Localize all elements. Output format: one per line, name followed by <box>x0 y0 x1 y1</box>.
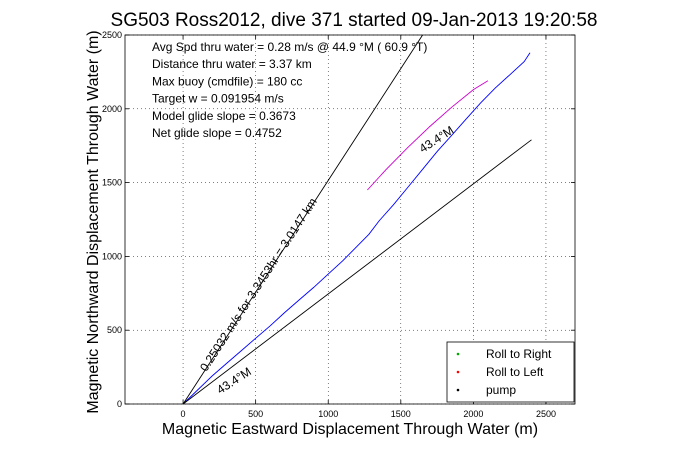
x-tick-label: 1500 <box>391 409 411 419</box>
series-line-1 <box>182 52 531 405</box>
y-tick-label: 2000 <box>102 104 122 114</box>
y-axis-label: Magnetic Northward Displacement Through … <box>85 30 102 413</box>
x-tick-label: 500 <box>248 409 263 419</box>
x-tick-label: 2000 <box>463 409 483 419</box>
series-line-4 <box>182 139 532 405</box>
info-line: Distance thru water = 3.37 km <box>152 57 312 71</box>
x-axis-label: Magnetic Eastward Displacement Through W… <box>162 421 538 438</box>
info-line: Avg Spd thru water = 0.28 m/s @ 44.9 °M … <box>152 40 427 54</box>
info-line: Target w = 0.091954 m/s <box>152 92 284 106</box>
legend-box <box>446 341 575 403</box>
y-tick-label: 500 <box>107 325 122 335</box>
y-tick-label: 1500 <box>102 178 122 188</box>
legend: Roll to Right Roll to Left pump <box>446 341 575 403</box>
ticks: 0 500 1000 1500 2000 2500 0 500 1000 1500 2000 2500 <box>102 30 575 419</box>
info-line: Net glide slope = 0.4752 <box>152 126 282 140</box>
info-line: Max buoy (cmdfile) = 180 cc <box>152 74 302 88</box>
series-layer <box>182 34 532 405</box>
x-tick-label: 0 <box>181 409 186 419</box>
info-line: Model glide slope = 0.3673 <box>152 109 296 123</box>
legend-marker <box>456 388 460 392</box>
y-tick-label: 1000 <box>102 251 122 261</box>
plot-frame <box>124 34 576 405</box>
series-line-2 <box>367 80 489 191</box>
chart-title: SG503 Ross2012, dive 371 started 09-Jan-… <box>111 10 598 31</box>
legend-marker <box>456 352 460 356</box>
series-line-3 <box>182 34 423 405</box>
legend-label: pump <box>486 383 516 397</box>
y-tick-label: 2500 <box>102 30 122 40</box>
x-tick-label: 2500 <box>536 409 556 419</box>
x-tick-label: 1000 <box>318 409 338 419</box>
legend-label: Roll to Right <box>486 347 552 361</box>
legend-marker <box>456 370 460 374</box>
legend-label: Roll to Left <box>486 365 544 379</box>
info-text-block: Avg Spd thru water = 0.28 m/s @ 44.9 °M … <box>152 40 427 140</box>
y-tick-label: 0 <box>117 399 122 409</box>
